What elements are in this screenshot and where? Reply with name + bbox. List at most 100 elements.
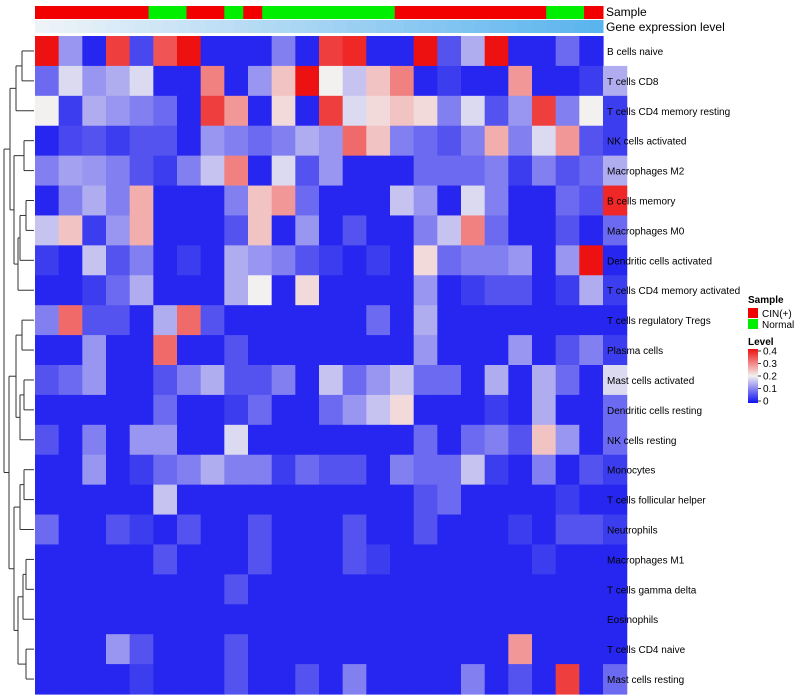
heatmap-cell [461, 365, 486, 396]
heatmap-cell [224, 245, 249, 276]
heatmap-cell [390, 514, 415, 546]
heatmap-cell [319, 514, 344, 546]
heatmap-cell [82, 394, 107, 426]
heatmap-cell [319, 65, 344, 97]
heatmap-cell [603, 574, 628, 605]
heatmap-cell [248, 604, 273, 635]
heatmap-cell [58, 604, 83, 635]
heatmap-cell [129, 305, 154, 336]
heatmap-cell [200, 215, 225, 246]
heatmap-cell [319, 484, 344, 516]
heatmap-cell [413, 574, 438, 605]
heatmap-cell [603, 544, 628, 575]
row-label: Dendritic cells activated [607, 256, 712, 267]
heatmap-cell [319, 245, 344, 276]
heatmap-cell [532, 604, 557, 635]
heatmap-cell [413, 36, 438, 67]
row-dendrogram [3, 50, 34, 680]
heatmap-cell [366, 155, 391, 187]
heatmap-cell [200, 245, 225, 276]
heatmap-cell [555, 65, 580, 97]
sample-annotation-cell [337, 6, 358, 19]
heatmap-cell [153, 454, 178, 486]
gene-expression-annotation-cell [106, 20, 121, 33]
heatmap-cell [177, 185, 202, 217]
heatmap-cell [461, 394, 486, 426]
heatmap-cell [390, 215, 415, 246]
heatmap-cell [106, 544, 131, 575]
heatmap-cell [579, 125, 604, 157]
sample-annotation-cell [489, 6, 509, 19]
heatmap-cell [271, 275, 296, 306]
heatmap-cell [295, 424, 320, 456]
heatmap-cell [106, 335, 131, 366]
heatmap-cell [413, 65, 438, 97]
gene-expression-annotation-cell [120, 20, 135, 33]
heatmap-cell [200, 514, 225, 546]
heatmap-cell [319, 335, 344, 366]
gene-expression-annotation-cell [475, 20, 490, 33]
heatmap-cell [58, 574, 83, 605]
heatmap-cell [508, 424, 533, 456]
heatmap-cell [35, 394, 60, 426]
heatmap-cell [366, 424, 391, 456]
heatmap-cell [248, 245, 273, 276]
heatmap-cell [603, 514, 628, 546]
legend-level-ticks: 0.40.3 0.20.1 0 [758, 347, 777, 408]
heatmap-cell [295, 544, 320, 575]
heatmap-cell [508, 125, 533, 157]
heatmap-cell [224, 424, 249, 456]
heatmap-cell [200, 305, 225, 336]
heatmap-cell [437, 185, 462, 217]
heatmap-cell [319, 365, 344, 396]
heatmap-cell [390, 634, 415, 665]
heatmap-cell [484, 305, 509, 336]
heatmap-cell [248, 664, 273, 695]
heatmap-cell [342, 514, 367, 546]
heatmap-cell [366, 664, 391, 695]
heatmap-cell [508, 95, 533, 127]
heatmap-cell [413, 245, 438, 276]
heatmap-cell [461, 634, 486, 665]
heatmap-cell [484, 125, 509, 157]
heatmap-cell [484, 365, 509, 396]
gene-expression-annotation-cell [276, 20, 292, 33]
heatmap-cell [413, 514, 438, 546]
heatmap-cell [579, 245, 604, 276]
heatmap-cell [248, 454, 273, 486]
heatmap-cell [200, 604, 225, 635]
gene-expression-annotation-cell [404, 20, 419, 33]
heatmap-cell [366, 36, 391, 67]
heatmap-cell [603, 65, 628, 97]
heatmap-cell [177, 424, 202, 456]
heatmap-cell [200, 36, 225, 67]
heatmap-cell [579, 544, 604, 575]
heatmap-cell [58, 275, 83, 306]
heatmap-cell [58, 335, 83, 366]
heatmap-cell [35, 305, 60, 336]
heatmap-cell [129, 36, 154, 67]
heatmap-cell [390, 305, 415, 336]
legend-tick-label: 0.1 [763, 384, 777, 395]
sample-annotation-cell [356, 6, 377, 19]
heatmap-cell [413, 454, 438, 486]
sample-annotation-cell [129, 6, 150, 19]
heatmap-cell [177, 215, 202, 246]
row-label: Plasma cells [607, 346, 663, 357]
heatmap-cell [484, 335, 509, 366]
heatmap-cell [177, 574, 202, 605]
heatmap-cell [248, 155, 273, 187]
heatmap-cell [271, 65, 296, 97]
heatmap-cell [342, 305, 367, 336]
heatmap-cell [177, 634, 202, 665]
heatmap-cell [200, 95, 225, 127]
sample-annotation-cell [508, 6, 528, 19]
heatmap-cell [177, 65, 202, 97]
heatmap-cell [82, 365, 107, 396]
row-label: Macrophages M1 [607, 555, 685, 566]
heatmap-cell [390, 664, 415, 695]
gene-expression-annotation-cell [205, 20, 221, 33]
heatmap-cell [35, 95, 60, 127]
heatmap-cell [295, 664, 320, 695]
heatmap-cell [532, 634, 557, 665]
